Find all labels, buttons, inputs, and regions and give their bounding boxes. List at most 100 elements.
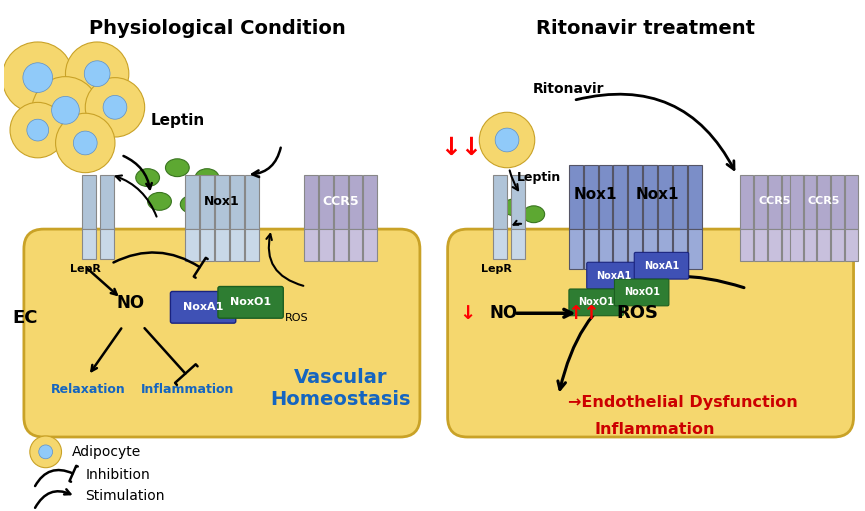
Text: Nox1: Nox1 [573,187,617,202]
Circle shape [10,102,66,158]
Bar [319,175,333,229]
Bar [334,229,348,261]
Ellipse shape [136,169,159,187]
Text: ROS: ROS [285,313,309,323]
Bar [363,175,377,229]
FancyArrowPatch shape [124,156,151,189]
FancyBboxPatch shape [634,252,689,279]
Bar [628,165,642,229]
Ellipse shape [148,193,171,211]
Text: NO: NO [117,294,144,312]
Bar [673,229,687,269]
Bar [782,175,795,229]
Ellipse shape [522,206,545,223]
Text: Inhibition: Inhibition [86,468,150,482]
Text: NoxA1: NoxA1 [183,303,223,312]
Text: Inflammation: Inflammation [594,422,714,437]
Text: CCR5: CCR5 [808,196,840,206]
Bar [754,175,767,229]
Ellipse shape [195,169,219,187]
Text: →Endothelial Dysfunction: →Endothelial Dysfunction [568,396,798,410]
FancyArrowPatch shape [253,148,281,177]
FancyBboxPatch shape [218,287,283,318]
Bar [215,229,229,261]
Bar [796,175,809,229]
Bar [790,175,803,229]
Bar [349,175,362,229]
Circle shape [55,113,115,173]
Text: Adipocyte: Adipocyte [72,445,141,459]
FancyBboxPatch shape [24,229,420,437]
Text: ROS: ROS [616,304,658,322]
FancyBboxPatch shape [586,262,641,289]
Bar [245,229,259,261]
Bar [200,229,214,261]
Text: ↓↓: ↓↓ [440,136,483,160]
FancyArrowPatch shape [266,234,304,286]
Text: NO: NO [490,304,517,322]
Circle shape [103,96,127,119]
Bar [493,175,507,229]
Bar [584,165,598,229]
Bar [569,229,583,269]
Text: Leptin: Leptin [151,113,204,128]
Bar [493,229,507,259]
Text: LepR: LepR [481,264,511,274]
Bar [185,229,199,261]
Bar [658,229,672,269]
Bar [644,165,657,229]
Circle shape [479,112,535,168]
Bar [804,229,817,261]
Circle shape [495,128,519,152]
Text: Physiological Condition: Physiological Condition [88,19,345,38]
Bar [613,229,627,269]
Bar [831,175,844,229]
Text: Ritonavir: Ritonavir [533,82,604,96]
Bar [673,165,687,229]
Bar [185,175,199,229]
Bar [230,229,244,261]
Circle shape [52,97,80,124]
Bar [831,229,844,261]
Bar [796,229,809,261]
Circle shape [84,61,110,86]
Bar [245,175,259,229]
Bar [82,175,96,229]
Circle shape [32,77,99,144]
Bar [584,229,598,269]
Text: ↑↑: ↑↑ [567,304,599,323]
Bar [100,175,114,229]
FancyBboxPatch shape [614,279,669,306]
FancyArrowPatch shape [558,276,744,389]
Bar [644,229,657,269]
Bar [628,229,642,269]
Bar [644,229,657,269]
Bar [845,229,858,261]
Bar [804,175,817,229]
Circle shape [74,131,97,155]
Bar [740,175,753,229]
Bar [613,165,627,229]
Bar [200,175,214,229]
Bar [511,175,525,229]
Bar [613,165,627,229]
Bar [845,175,858,229]
Bar [511,229,525,259]
FancyBboxPatch shape [569,289,624,316]
Bar [688,165,702,229]
FancyArrowPatch shape [87,269,117,295]
Text: Vascular
Homeostasis: Vascular Homeostasis [271,368,411,409]
Bar [817,175,830,229]
Text: NoxA1: NoxA1 [644,261,679,271]
Ellipse shape [503,199,525,216]
Text: CCR5: CCR5 [323,195,359,208]
Text: LepR: LepR [70,264,100,274]
Bar [782,229,795,261]
Bar [644,165,657,229]
Bar [100,229,114,259]
Bar [817,229,830,261]
Bar [790,229,803,261]
Circle shape [2,42,74,113]
FancyArrowPatch shape [514,221,521,225]
Text: Leptin: Leptin [516,171,561,184]
